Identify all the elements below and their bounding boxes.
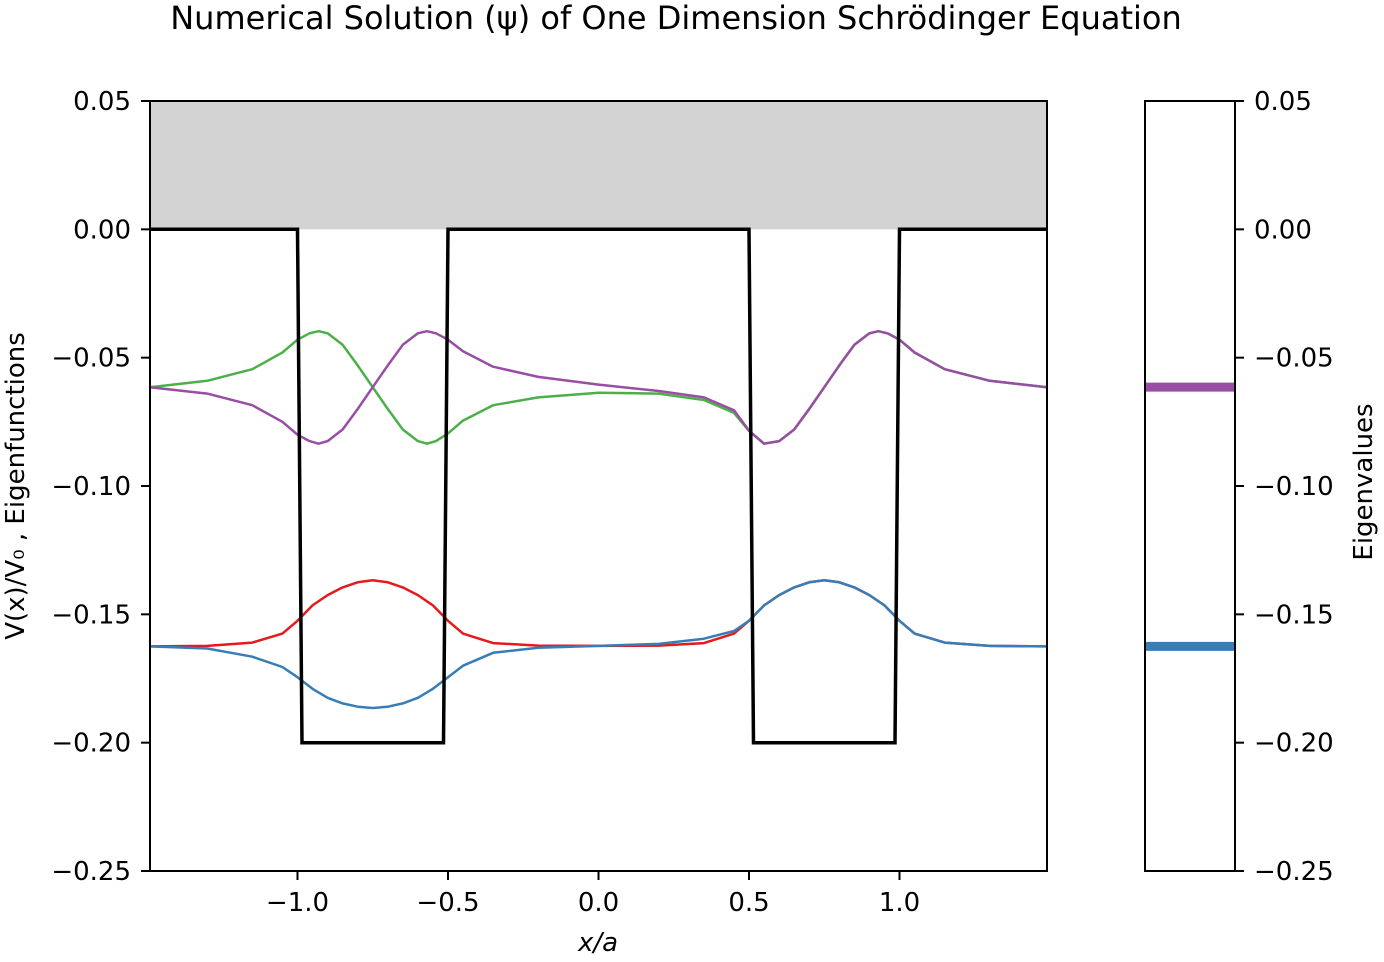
y-tick-label: −0.05 [51, 344, 131, 374]
eigenvalue-tick-label: −0.25 [1254, 857, 1334, 887]
x-axis-label: x/a [577, 928, 618, 958]
eigenvalue-tick-label: −0.10 [1254, 472, 1334, 502]
x-tick-label: 0.0 [578, 888, 619, 918]
potential-line [150, 227, 1047, 745]
y-axis-ticks: 0.05 0.00 −0.05 −0.10 −0.15 −0.20 −0.25 [51, 87, 150, 887]
eigenfunction-line-3 [149, 329, 1048, 445]
y-tick-label: 0.05 [73, 87, 131, 117]
eigenvalue-axis-label: Eigenvalues [1349, 403, 1379, 560]
eigenfunction-line-4 [149, 329, 1048, 445]
y-axis-label: V(x)/V₀ , Eigenfunctions [1, 332, 31, 640]
y-tick-label: −0.10 [51, 472, 131, 502]
eigenfunction-series [149, 329, 1048, 710]
positive-energy-region [150, 101, 1047, 230]
eigenvalue-levels [1145, 382, 1235, 651]
eigenvalue-tick-label: 0.05 [1254, 87, 1312, 117]
eigenfunction-line-1 [149, 578, 1048, 648]
y-tick-label: −0.20 [51, 729, 131, 759]
y-tick-label: −0.25 [51, 857, 131, 887]
eigenvalue-axes: 0.05 0.00 −0.05 −0.10 −0.15 −0.20 −0.25 Eigenv… [1144, 87, 1379, 887]
x-tick-label: 1.0 [879, 888, 920, 918]
eigenfunction-line-2 [149, 578, 1048, 710]
eigenvalue-tick-label: 0.00 [1254, 215, 1312, 245]
x-tick-label: −1.0 [266, 888, 329, 918]
y-tick-label: 0.00 [73, 215, 131, 245]
y-tick-label: −0.15 [51, 600, 131, 630]
eigenvalue-tick-label: −0.15 [1254, 600, 1334, 630]
eigenvalue-plot-frame [1144, 100, 1236, 872]
chart-title: Numerical Solution (ψ) of One Dimension … [170, 0, 1182, 37]
eigenvalue-tick-label: −0.20 [1254, 729, 1334, 759]
x-tick-label: −0.5 [416, 888, 479, 918]
main-axes: −1.0 −0.5 0.0 0.5 1.0 0.05 0.00 −0.05 −0.10 −0.1… [1, 87, 1048, 958]
eigenvalue-tick-label: −0.05 [1254, 344, 1334, 374]
eigenvalue-axis-ticks: 0.05 0.00 −0.05 −0.10 −0.15 −0.20 −0.25 [1235, 87, 1334, 887]
x-axis-ticks: −1.0 −0.5 0.0 0.5 1.0 [266, 871, 920, 918]
x-tick-label: 0.5 [728, 888, 769, 918]
